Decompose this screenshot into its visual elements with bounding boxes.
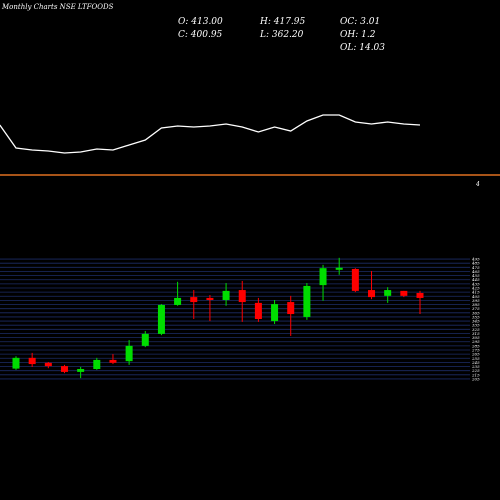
candle-body — [335, 267, 343, 270]
y-tick-label: 355 — [472, 314, 480, 319]
candle-body — [416, 292, 424, 298]
y-tick-label: 405 — [471, 294, 480, 299]
ohlc-label: OH: 1.2 — [340, 30, 376, 40]
y-tick-label: 475 — [471, 265, 480, 270]
y-tick-label: 395 — [472, 298, 480, 303]
y-tick-label: 225 — [471, 368, 480, 373]
candle-body — [125, 345, 133, 362]
line-series — [0, 114, 421, 154]
y-tick-label: 375 — [472, 306, 480, 311]
candle-body — [60, 366, 68, 372]
y-tick-label: 275 — [471, 348, 480, 353]
y-tick-label: 465 — [471, 269, 480, 274]
ohlc-label: H: 417.95 — [259, 17, 306, 27]
y-tick-label: 345 — [472, 319, 480, 324]
y-tick-label: 255 — [471, 356, 480, 361]
candle-body — [400, 290, 408, 296]
y-tick-label: 365 — [472, 310, 480, 315]
y-tick-label: 335 — [472, 323, 480, 328]
candle-body — [44, 362, 52, 367]
candle-body — [206, 297, 214, 300]
y-tick-label: 485 — [471, 261, 480, 266]
y-tick-label: 425 — [471, 286, 480, 291]
y-tick-label: 435 — [471, 281, 480, 286]
y-tick-label: 385 — [472, 302, 480, 307]
candle-body — [384, 290, 392, 296]
candle-body — [28, 357, 36, 365]
y-tick-label: 265 — [471, 352, 480, 357]
ohlc-label: C: 400.95 — [178, 30, 223, 40]
candle-body — [287, 302, 295, 315]
candle-body — [109, 359, 117, 363]
ohlc-label: OL: 14.03 — [340, 43, 385, 53]
candle-body — [93, 359, 101, 370]
ohlc-label: O: 413.00 — [178, 17, 223, 27]
candle-body — [157, 304, 165, 334]
candle-body — [77, 369, 85, 372]
ohlc-label: L: 362.20 — [259, 30, 304, 40]
y-tick-label: 495 — [471, 257, 480, 262]
y-tick-label: 295 — [471, 339, 480, 344]
y-tick-label: 205 — [471, 376, 480, 381]
candle-body — [222, 290, 230, 300]
y-tick-label: 215 — [471, 372, 480, 377]
y-tick-label: 235 — [471, 364, 480, 369]
y-tick-label: 285 — [471, 343, 480, 348]
candle-body — [303, 285, 311, 317]
y-tick-label: 245 — [471, 360, 480, 365]
candle-body — [319, 268, 327, 286]
annotation: 4 — [475, 181, 480, 188]
y-tick-label: 455 — [471, 273, 480, 278]
candle-body — [141, 333, 149, 346]
y-tick-label: 415 — [471, 290, 480, 295]
candle-body — [368, 290, 376, 298]
candle-body — [174, 297, 182, 305]
candle-body — [190, 297, 198, 303]
ohlc-label: OC: 3.01 — [340, 17, 380, 27]
candle-body — [254, 302, 262, 319]
y-tick-label: 445 — [471, 277, 480, 282]
candle-body — [238, 290, 246, 303]
candle-body — [12, 357, 20, 369]
chart-title: Monthly Charts NSE LTFOODS — [1, 3, 114, 11]
y-tick-label: 305 — [472, 335, 480, 340]
y-tick-label: 325 — [472, 327, 480, 332]
candle-body — [271, 304, 279, 322]
y-tick-label: 315 — [472, 331, 480, 336]
candle-body — [351, 268, 359, 291]
